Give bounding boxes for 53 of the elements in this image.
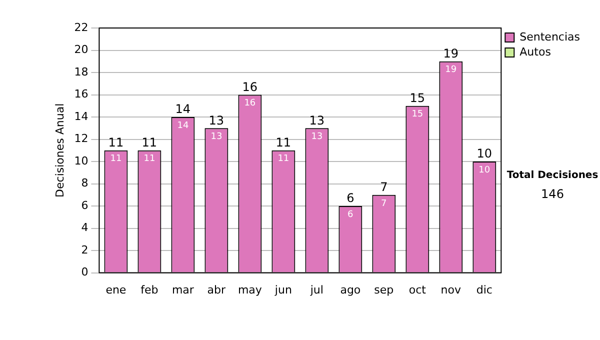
x-tick-label: oct (408, 283, 427, 296)
y-tick-label: 22 (74, 20, 88, 34)
total-label: 6 (346, 191, 354, 206)
x-tick-label: may (238, 283, 262, 296)
y-tick-label: 10 (74, 154, 88, 168)
y-axis-title: Decisiones Anual (53, 103, 66, 198)
y-tick-label: 2 (81, 243, 88, 256)
x-tick-label: jul (309, 283, 324, 296)
text: Total Decisiones (506, 170, 600, 181)
x-tick-label: nov (440, 283, 462, 296)
x-tick-label: sep (374, 283, 394, 296)
y-tick-label: 6 (81, 198, 88, 212)
total-label: 16 (242, 80, 258, 94)
total-label: 19 (443, 46, 459, 61)
x-tick-label: ene (106, 283, 126, 296)
data-label: 13 (210, 132, 222, 142)
text: 146 (540, 187, 565, 201)
data-label: 13 (311, 132, 323, 142)
legend-label: Sentencias (520, 30, 580, 44)
x-tick-label: mar (172, 283, 194, 296)
data-label: 15 (412, 110, 424, 120)
x-tick-label: feb (140, 283, 158, 296)
y-tick-label: 20 (74, 43, 88, 56)
data-label: 19 (445, 65, 457, 76)
total-label: 11 (108, 136, 124, 150)
x-tick-label: ago (340, 283, 361, 296)
y-tick-label: 18 (74, 65, 88, 78)
total-label: 15 (410, 91, 426, 106)
data-label: 16 (244, 98, 256, 109)
data-label: 11 (110, 154, 122, 164)
total-label: 14 (175, 102, 191, 116)
data-label: 11 (144, 154, 156, 164)
total-label: 13 (208, 113, 224, 128)
total-label: 11 (276, 136, 292, 150)
y-tick-label: 4 (81, 221, 88, 234)
y-tick-label: 12 (74, 132, 88, 146)
y-tick-label: 16 (74, 88, 88, 101)
total-label: 10 (476, 146, 492, 161)
x-tick-label: jun (274, 283, 292, 296)
data-label: 10 (478, 165, 490, 176)
y-tick-label: 14 (74, 110, 88, 123)
x-tick-label: abr (207, 283, 226, 296)
x-tick-label: dic (476, 283, 492, 296)
total-label: 13 (309, 113, 325, 128)
y-tick-label: 0 (81, 266, 88, 279)
data-label: 11 (278, 154, 290, 164)
data-label: 7 (381, 198, 387, 209)
data-label: 6 (348, 210, 354, 220)
total-label: 7 (380, 180, 388, 194)
legend-label: Autos (520, 45, 552, 58)
y-tick-label: 8 (81, 176, 88, 190)
total-label: 11 (142, 136, 158, 150)
data-label: 14 (177, 120, 189, 131)
